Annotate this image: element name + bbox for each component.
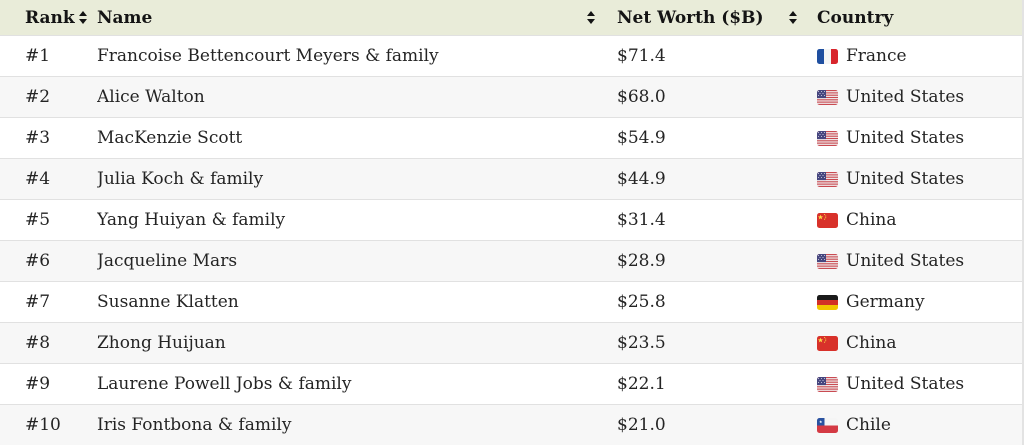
column-label-net-worth: Net Worth ($B): [617, 7, 764, 28]
country-cell: China: [817, 200, 1024, 241]
flag-united-states-icon: [817, 171, 838, 187]
sort-icon: [587, 11, 595, 24]
column-label-rank: Rank: [25, 7, 75, 28]
net-worth-cell: $71.4: [617, 46, 666, 66]
net-worth-cell: $54.9: [617, 128, 666, 148]
table-row: #2 Alice Walton $68.0 United States: [0, 76, 1024, 118]
flag-united-states-icon: [817, 130, 838, 146]
flag-united-states-icon: [817, 89, 838, 105]
country-cell: Chile: [817, 405, 1024, 445]
column-label-country: Country: [817, 7, 894, 28]
rank-cell: #7: [25, 292, 51, 312]
rank-cell: #8: [25, 333, 51, 353]
country-cell: United States: [817, 159, 1024, 200]
name-cell: Yang Huiyan & family: [97, 210, 286, 230]
rank-cell: #6: [25, 251, 51, 271]
flag-germany-icon: [817, 294, 838, 310]
sort-icon: [78, 11, 87, 24]
country-cell: United States: [817, 77, 1024, 118]
flag-united-states-icon: [817, 376, 838, 392]
name-cell: Alice Walton: [97, 87, 205, 107]
name-cell: Julia Koch & family: [97, 169, 264, 189]
name-cell: Laurene Powell Jobs & family: [97, 374, 352, 394]
net-worth-cell: $22.1: [617, 374, 666, 394]
table-row: #6 Jacqueline Mars $28.9 United States: [0, 240, 1024, 282]
country-label: United States: [846, 374, 965, 394]
column-label-name: Name: [97, 7, 153, 28]
flag-france-icon: [817, 48, 838, 64]
column-header-net-worth[interactable]: Net Worth ($B): [617, 0, 817, 36]
rank-cell: #9: [25, 374, 51, 394]
window-edge: [1022, 0, 1024, 445]
table-body: #1 Francoise Bettencourt Meyers & family…: [0, 35, 1024, 445]
net-worth-cell: $31.4: [617, 210, 666, 230]
name-cell: Jacqueline Mars: [97, 251, 238, 271]
net-worth-cell: $68.0: [617, 87, 666, 107]
country-cell: United States: [817, 364, 1024, 405]
country-label: France: [846, 46, 907, 66]
country-label: United States: [846, 128, 965, 148]
country-label: United States: [846, 169, 965, 189]
name-cell: Zhong Huijuan: [97, 333, 226, 353]
net-worth-cell: $44.9: [617, 169, 666, 189]
country-cell: United States: [817, 241, 1024, 282]
country-label: Chile: [846, 415, 891, 436]
table-row: #1 Francoise Bettencourt Meyers & family…: [0, 35, 1024, 77]
net-worth-cell: $28.9: [617, 251, 666, 271]
name-cell: Francoise Bettencourt Meyers & family: [97, 46, 439, 66]
country-label: China: [846, 210, 897, 230]
net-worth-cell: $23.5: [617, 333, 666, 353]
rank-cell: #2: [25, 87, 51, 107]
rank-cell: #5: [25, 210, 51, 230]
flag-china-icon: [817, 212, 838, 228]
name-cell: MacKenzie Scott: [97, 128, 243, 148]
table-row: #8 Zhong Huijuan $23.5 China: [0, 322, 1024, 364]
country-label: China: [846, 333, 897, 353]
column-header-name[interactable]: Name: [97, 0, 617, 36]
rank-cell: #4: [25, 169, 51, 189]
table-row: #9 Laurene Powell Jobs & family $22.1 Un…: [0, 363, 1024, 405]
rank-cell: #3: [25, 128, 51, 148]
table-row: #10 Iris Fontbona & family $21.0 Chile: [0, 404, 1024, 445]
column-header-rank[interactable]: Rank: [0, 0, 97, 36]
table-row: #3 MacKenzie Scott $54.9 United States: [0, 117, 1024, 159]
table-header-row: Rank Name Net Worth ($B) Country: [0, 0, 1024, 36]
table-row: #4 Julia Koch & family $44.9 United Stat…: [0, 158, 1024, 200]
country-label: Germany: [846, 292, 925, 312]
country-cell: Germany: [817, 282, 1024, 323]
name-cell: Iris Fontbona & family: [97, 415, 292, 436]
table-row: #7 Susanne Klatten $25.8 Germany: [0, 281, 1024, 323]
country-label: United States: [846, 251, 965, 271]
country-cell: France: [817, 36, 1024, 77]
rank-cell: #10: [25, 415, 61, 436]
country-cell: China: [817, 323, 1024, 364]
sort-icon: [789, 11, 797, 24]
table-row: #5 Yang Huiyan & family $31.4 China: [0, 199, 1024, 241]
country-cell: United States: [817, 118, 1024, 159]
rank-cell: #1: [25, 46, 51, 66]
name-cell: Susanne Klatten: [97, 292, 239, 312]
flag-china-icon: [817, 335, 838, 351]
net-worth-cell: $21.0: [617, 415, 666, 436]
country-label: United States: [846, 87, 965, 107]
flag-chile-icon: [817, 417, 838, 433]
column-header-country[interactable]: Country: [817, 0, 1024, 36]
flag-united-states-icon: [817, 253, 838, 269]
net-worth-cell: $25.8: [617, 292, 666, 312]
